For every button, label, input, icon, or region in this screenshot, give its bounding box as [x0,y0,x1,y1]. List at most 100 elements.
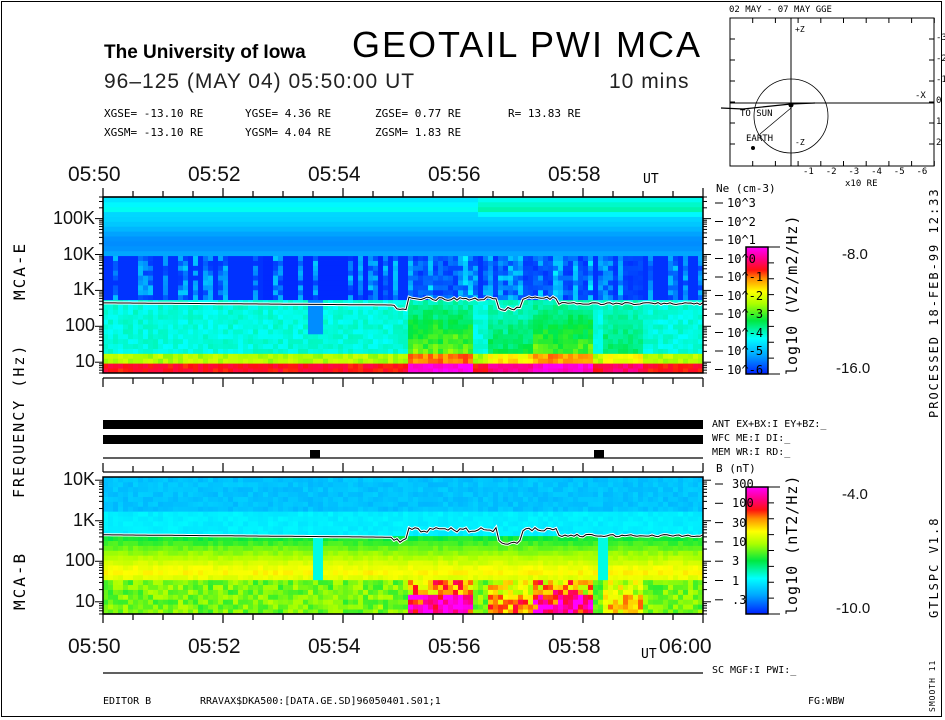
mca-e-cell [128,294,134,301]
mca-e-cell [163,329,169,335]
mca-e-cell [383,338,389,345]
mca-e-cell [108,260,114,266]
mca-e-cell [448,343,454,349]
mca-e-cell [518,289,524,296]
mca-e-cell [393,255,399,261]
mca-e-cell [358,319,364,325]
mca-e-cell [203,294,209,301]
mca-e-cell [378,329,384,335]
mca-e-cell [148,289,154,296]
mca-e-cell [573,314,579,320]
mca-e-cell [663,368,669,374]
mca-e-cell [663,236,669,242]
mca-e-cell [568,348,574,354]
mca-e-cell [568,309,574,315]
mca-e-cell [448,216,454,222]
mca-e-cell [483,197,489,203]
mca-e-cell [513,289,519,296]
mca-e-cell [183,338,189,345]
mca-e-cell [243,314,249,320]
mca-e-cell [168,241,174,247]
mca-e-cell [533,304,539,310]
mca-e-cell [668,280,674,286]
mca-b-cell [103,511,109,517]
mca-e-cell [473,231,479,237]
mca-e-cell [383,363,389,369]
mca-e-cell [498,255,504,261]
mca-e-cell [158,216,164,222]
mca-e-cell [633,363,639,369]
mca-e-cell [303,260,309,266]
mca-e-cell [383,280,389,286]
mca-e-cell [293,314,299,320]
mca-e-cell [383,231,389,237]
mca-e-cell [133,265,139,271]
mca-e-cell [583,299,589,305]
mca-e-cell [658,368,664,374]
mca-e-cell [613,324,619,330]
mca-e-cell [338,206,344,213]
mca-e-cell [483,333,489,340]
mca-e-cell [188,294,194,301]
mca-b-cell [138,530,144,537]
mca-e-cell [468,285,474,291]
mca-e-cell [513,363,519,369]
mca-e-cell [118,289,124,296]
mca-e-cell [588,216,594,222]
mca-e-cell [238,265,244,271]
mca-e-cell [568,236,574,242]
mca-e-cell [123,294,129,301]
mca-e-cell [178,314,184,320]
mca-e-cell [403,324,409,330]
mca-e-cell [598,197,604,203]
mca-b-cell [108,569,114,576]
mca-e-cell [263,294,269,301]
mca-e-cell [533,275,539,281]
mca-e-cell [278,358,284,364]
mca-e-cell [478,211,484,217]
mca-e-cell [683,363,689,369]
mca-e-cell [568,353,574,359]
mca-b-cell [198,545,204,551]
mca-e-cell [173,314,179,320]
mca-e-cell [263,319,269,325]
mca-e-cell [608,197,614,203]
mca-e-cell [288,221,294,227]
mca-e-cell [378,309,384,315]
mca-e-cell [113,285,119,291]
mca-e-cell [553,289,559,296]
mca-e-cell [358,294,364,301]
mca-b-cell [153,516,159,522]
mca-e-cell [538,353,544,359]
mca-e-cell [223,255,229,261]
mca-e-cell [543,221,549,227]
mca-e-cell [278,270,284,276]
mca-b-cell [168,496,174,502]
mca-e-cell [418,201,424,208]
mca-b-cell [193,599,199,605]
mca-e-cell [653,338,659,345]
mca-e-cell [223,319,229,325]
mca-b-cell [148,589,154,595]
mca-b-cell [203,530,209,537]
mca-e-cell [108,314,114,320]
mca-e-cell [473,314,479,320]
mca-e-cell [583,348,589,354]
mca-e-cell [563,353,569,359]
mca-e-cell [578,285,584,291]
mca-e-cell [288,197,294,203]
mca-b-cell [163,525,169,532]
mca-b-cell [183,477,189,483]
mca-e-cell [233,211,239,217]
mca-e-cell [433,358,439,364]
mca-e-cell [248,260,254,266]
mca-e-cell [673,289,679,296]
mca-b-cell [133,569,139,576]
mca-e-cell [573,304,579,310]
mca-e-cell [473,324,479,330]
mca-e-cell [408,314,414,320]
mca-e-cell [373,226,379,232]
mca-e-cell [178,197,184,203]
mca-e-cell [403,260,409,266]
mca-e-cell [233,294,239,301]
